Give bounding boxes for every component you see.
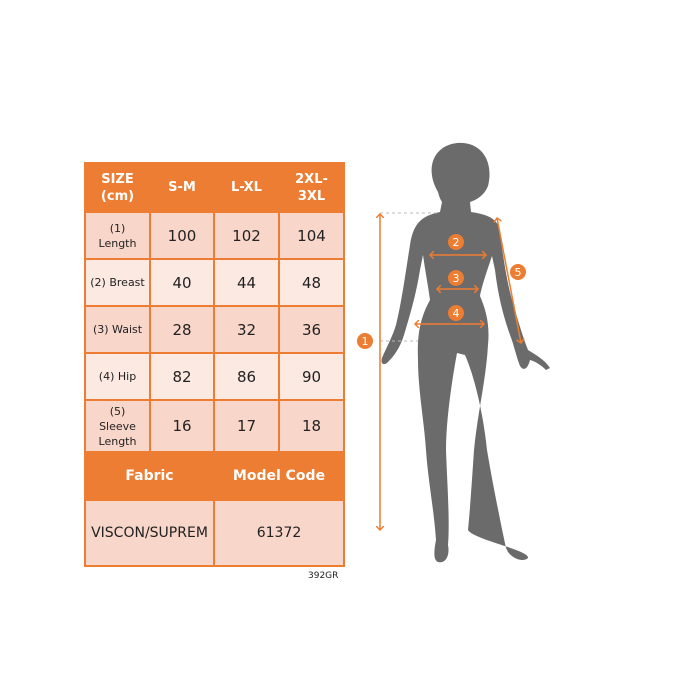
marker-5: 5 — [510, 264, 526, 280]
header-size: SIZE (cm) — [84, 162, 151, 213]
fabric-header: Fabric — [84, 451, 215, 501]
cell: 100 — [149, 211, 215, 260]
fabric-value: VISCON/SUPREM — [84, 499, 215, 567]
cell: 90 — [278, 352, 345, 401]
svg-text:3: 3 — [453, 272, 460, 285]
row-label: (1) Length — [84, 211, 151, 260]
svg-text:5: 5 — [515, 266, 522, 279]
table-row: (3) Waist 28 32 36 — [84, 305, 345, 354]
cell: 40 — [149, 258, 215, 307]
marker-1: 1 — [357, 333, 373, 349]
cell: 36 — [278, 305, 345, 354]
svg-text:1: 1 — [362, 335, 369, 348]
header-2xl-3xl: 2XL-3XL — [278, 162, 345, 213]
row-label: (3) Waist — [84, 305, 151, 354]
cell: 102 — [213, 211, 280, 260]
size-table: SIZE (cm) S-M L-XL 2XL-3XL (1) Length 10… — [84, 162, 345, 567]
header-s-m: S-M — [149, 162, 215, 213]
marker-2: 2 — [448, 234, 464, 250]
silhouette — [381, 142, 550, 563]
cell: 18 — [278, 399, 345, 453]
marker-4: 4 — [448, 305, 464, 321]
product-code: 392GR — [308, 571, 339, 581]
cell: 16 — [149, 399, 215, 453]
table-row: (5) Sleeve Length 16 17 18 — [84, 399, 345, 453]
cell: 44 — [213, 258, 280, 307]
cell: 104 — [278, 211, 345, 260]
sleeve-arrow — [497, 218, 521, 343]
svg-text:4: 4 — [453, 307, 460, 320]
model-code-header: Model Code — [213, 451, 345, 501]
measurement-arrows — [380, 214, 521, 530]
guide-lines — [380, 212, 440, 342]
cell: 86 — [213, 352, 280, 401]
table-row: (4) Hip 82 86 90 — [84, 352, 345, 401]
cell: 17 — [213, 399, 280, 453]
table-row: (2) Breast 40 44 48 — [84, 258, 345, 307]
model-code-value: 61372 — [213, 499, 345, 567]
header-l-xl: L-XL — [213, 162, 280, 213]
header-row: SIZE (cm) S-M L-XL 2XL-3XL — [84, 162, 345, 213]
svg-text:2: 2 — [453, 236, 460, 249]
cell: 48 — [278, 258, 345, 307]
row-label: (2) Breast — [84, 258, 151, 307]
cell: 32 — [213, 305, 280, 354]
marker-3: 3 — [448, 270, 464, 286]
table-row: (1) Length 100 102 104 — [84, 211, 345, 260]
footer-value-row: VISCON/SUPREM 61372 — [84, 499, 345, 567]
footer-header-row: Fabric Model Code — [84, 451, 345, 501]
cell: 28 — [149, 305, 215, 354]
row-label: (5) Sleeve Length — [84, 399, 151, 453]
cell: 82 — [149, 352, 215, 401]
row-label: (4) Hip — [84, 352, 151, 401]
